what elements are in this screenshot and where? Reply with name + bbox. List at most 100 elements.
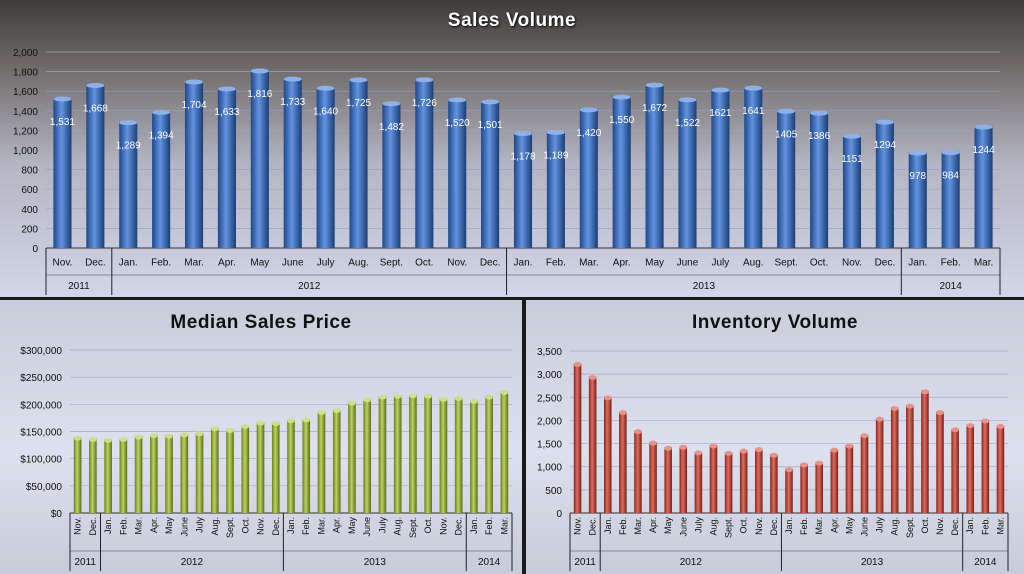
bar <box>424 395 432 513</box>
bar <box>448 99 467 248</box>
y-tick-label: 200 <box>21 224 38 235</box>
bar <box>150 434 158 513</box>
x-tick-label: Dec. <box>588 517 598 536</box>
bar <box>415 78 434 249</box>
x-tick-label: Nov. <box>53 258 73 269</box>
x-tick-label: Nov. <box>754 517 764 535</box>
bar-cap <box>382 101 401 107</box>
bar-cap <box>184 79 204 85</box>
bar <box>73 437 82 513</box>
data-label: 1294 <box>874 140 897 151</box>
x-tick-label: Dec. <box>85 258 106 269</box>
bar-cap <box>271 421 280 427</box>
x-tick-label: July <box>377 517 387 534</box>
bar-cap <box>694 450 703 456</box>
bar-cap <box>332 408 341 414</box>
x-tick-label: Dec. <box>875 258 896 269</box>
x-tick-label: May <box>250 258 269 269</box>
bar <box>906 405 914 513</box>
year-label: 2014 <box>940 281 963 292</box>
data-label: 1244 <box>972 145 995 156</box>
data-label: 1641 <box>742 106 765 117</box>
inventory-panel: Inventory Volume 0 500 1,000 1,500 2,000 2,50… <box>526 300 1024 574</box>
bar-cap <box>770 452 778 458</box>
data-label: 1,482 <box>379 122 404 133</box>
bar <box>875 418 884 513</box>
x-tick-label: July <box>195 517 205 534</box>
x-tick-label: Aug. <box>890 517 900 536</box>
bar-cap <box>664 445 672 451</box>
bar <box>694 451 703 513</box>
data-label: 1,520 <box>445 118 470 129</box>
y-tick-label: 1,200 <box>13 126 38 137</box>
x-tick-label: Mar. <box>316 517 326 535</box>
y-tick-label: 1,400 <box>13 107 38 118</box>
bar-cap <box>810 110 829 116</box>
bar <box>485 396 493 513</box>
bar-cap <box>649 440 657 446</box>
bar-cap <box>302 417 311 423</box>
data-label: 1,816 <box>247 89 272 100</box>
y-tick-label: 1,800 <box>13 68 38 79</box>
x-tick-label: Aug. <box>708 517 718 536</box>
bar-cap <box>645 82 664 88</box>
x-tick-label: May <box>645 258 664 269</box>
x-tick-label: Jan. <box>908 258 927 269</box>
year-label: 2012 <box>680 557 703 568</box>
bar-cap <box>152 109 171 115</box>
y-tick-label: $300,000 <box>20 346 62 357</box>
bar <box>890 407 899 513</box>
year-label: 2011 <box>68 281 90 292</box>
x-tick-label: Sept. <box>225 517 235 538</box>
y-tick-label: $200,000 <box>20 400 62 411</box>
bar-cap <box>815 460 823 466</box>
bar <box>283 78 302 248</box>
bar-cap <box>612 94 631 100</box>
x-tick-label: Sept. <box>408 517 418 538</box>
x-tick-label: July <box>317 258 335 269</box>
x-tick-label: Dec. <box>769 517 779 536</box>
data-label: 984 <box>942 171 959 182</box>
bar <box>470 400 478 513</box>
x-tick-label: June <box>860 517 870 537</box>
y-tick-label: 3,000 <box>537 370 562 381</box>
bar <box>678 98 697 249</box>
x-tick-label: Mar. <box>995 517 1005 535</box>
bar-cap <box>830 447 839 453</box>
y-tick-label: 0 <box>556 509 562 520</box>
bar <box>89 438 97 513</box>
x-tick-label: July <box>875 517 885 534</box>
year-label: 2014 <box>478 557 501 568</box>
bar-cap <box>256 420 265 426</box>
bar-cap <box>53 96 72 102</box>
bar <box>785 468 793 513</box>
bar <box>744 87 763 248</box>
bar <box>226 429 234 513</box>
bar <box>724 452 733 513</box>
bar <box>393 395 402 513</box>
bar <box>180 433 189 513</box>
bar <box>649 442 657 513</box>
x-tick-label: Dec. <box>454 517 464 536</box>
bar-cap <box>845 443 854 449</box>
bar-cap <box>875 119 894 125</box>
bar <box>679 446 688 513</box>
y-tick-label: 0 <box>32 244 38 255</box>
inventory-chart: 0 500 1,000 1,500 2,000 2,500 3,000 3,500 Nov. De… <box>537 347 1009 571</box>
x-tick-label: Mar. <box>499 517 509 535</box>
data-label: 978 <box>909 171 926 182</box>
bar-cap <box>454 396 463 402</box>
x-tick-label: Sept. <box>905 517 915 538</box>
bar-cap <box>226 428 234 434</box>
x-tick-label: June <box>678 517 688 537</box>
x-tick-label: Sept. <box>380 258 403 269</box>
y-tick-label: 600 <box>21 185 38 196</box>
bar-cap <box>119 120 138 126</box>
bar-cap <box>393 393 402 399</box>
bar-cap <box>316 85 335 91</box>
bar <box>951 428 959 513</box>
x-tick-label: Mar. <box>974 258 993 269</box>
bar-cap <box>73 435 82 441</box>
data-label: 1,725 <box>346 98 371 109</box>
x-tick-label: Jan. <box>514 258 533 269</box>
